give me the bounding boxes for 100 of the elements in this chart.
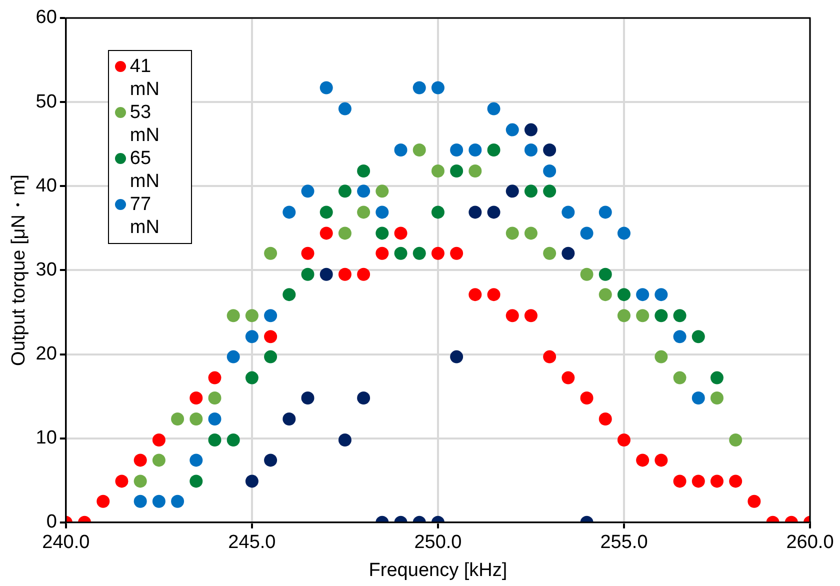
point: [320, 206, 333, 219]
point: [357, 184, 370, 198]
point: [543, 246, 556, 260]
point: [357, 391, 370, 404]
point: [376, 246, 389, 260]
point: [171, 494, 184, 508]
point: [580, 268, 594, 281]
y-tick-label: 30: [36, 259, 57, 280]
point: [134, 494, 147, 508]
point: [450, 143, 464, 156]
point: [171, 412, 184, 426]
point: [506, 226, 519, 240]
point: [636, 309, 650, 322]
point: [264, 246, 278, 260]
point: [338, 434, 352, 447]
point: [562, 371, 575, 384]
point: [710, 474, 724, 488]
legend-label: 77 mN: [130, 193, 160, 239]
point: [617, 288, 630, 302]
point: [245, 371, 258, 384]
point: [394, 226, 408, 240]
point: [412, 81, 426, 94]
y-tick-label: 60: [36, 7, 57, 28]
point: [617, 309, 630, 322]
y-tick-label: 0: [46, 512, 57, 533]
legend-label: 41 mN: [130, 55, 160, 101]
point: [654, 288, 668, 302]
point: [431, 246, 444, 260]
point: [282, 288, 296, 302]
y-tick-label: 10: [36, 428, 57, 449]
point: [338, 184, 352, 198]
point: [190, 391, 203, 404]
point: [562, 206, 575, 219]
point: [654, 454, 668, 467]
point: [320, 226, 333, 240]
point: [524, 226, 538, 240]
point: [245, 330, 258, 344]
point: [524, 309, 538, 322]
x-tick-label: 260.0: [786, 532, 834, 554]
point: [226, 434, 240, 447]
point: [506, 184, 519, 198]
point: [710, 391, 724, 404]
point: [617, 434, 630, 447]
point: [487, 143, 500, 156]
point: [487, 102, 500, 116]
point: [376, 206, 389, 219]
point: [282, 412, 296, 426]
point: [729, 434, 742, 447]
point: [748, 494, 761, 508]
point: [524, 123, 538, 136]
point: [543, 350, 556, 364]
x-axis-title: Frequency [kHz]: [368, 560, 508, 581]
point: [468, 288, 482, 302]
point: [152, 454, 166, 467]
point: [134, 454, 147, 467]
y-tick-label: 50: [36, 91, 57, 112]
point: [431, 164, 444, 178]
point: [729, 474, 742, 488]
point: [450, 246, 464, 260]
point: [598, 412, 612, 426]
point: [431, 81, 444, 94]
point: [450, 164, 464, 178]
point: [226, 350, 240, 364]
y-tick-label: 40: [36, 175, 57, 196]
point: [152, 434, 166, 447]
point: [673, 330, 686, 344]
point: [468, 164, 482, 178]
point: [468, 143, 482, 156]
point: [245, 474, 258, 488]
point: [692, 474, 705, 488]
point: [598, 268, 612, 281]
x-tick-label: 250.0: [414, 532, 462, 554]
point: [338, 102, 352, 116]
point: [598, 206, 612, 219]
point: [673, 309, 686, 322]
point: [301, 246, 314, 260]
point: [320, 268, 333, 281]
point: [245, 309, 258, 322]
point: [320, 81, 333, 94]
point: [376, 226, 389, 240]
point: [710, 371, 724, 384]
point: [580, 391, 594, 404]
point: [338, 268, 352, 281]
point: [264, 350, 278, 364]
point: [543, 164, 556, 178]
point: [376, 184, 389, 198]
point: [598, 288, 612, 302]
point: [692, 330, 705, 344]
point: [617, 226, 630, 240]
point: [264, 454, 278, 467]
point: [301, 268, 314, 281]
point: [673, 474, 686, 488]
point: [580, 226, 594, 240]
point: [282, 206, 296, 219]
y-tick-label: 20: [36, 344, 57, 364]
point: [301, 391, 314, 404]
point: [543, 184, 556, 198]
point: [357, 206, 370, 219]
point: [208, 371, 222, 384]
point: [506, 309, 519, 322]
